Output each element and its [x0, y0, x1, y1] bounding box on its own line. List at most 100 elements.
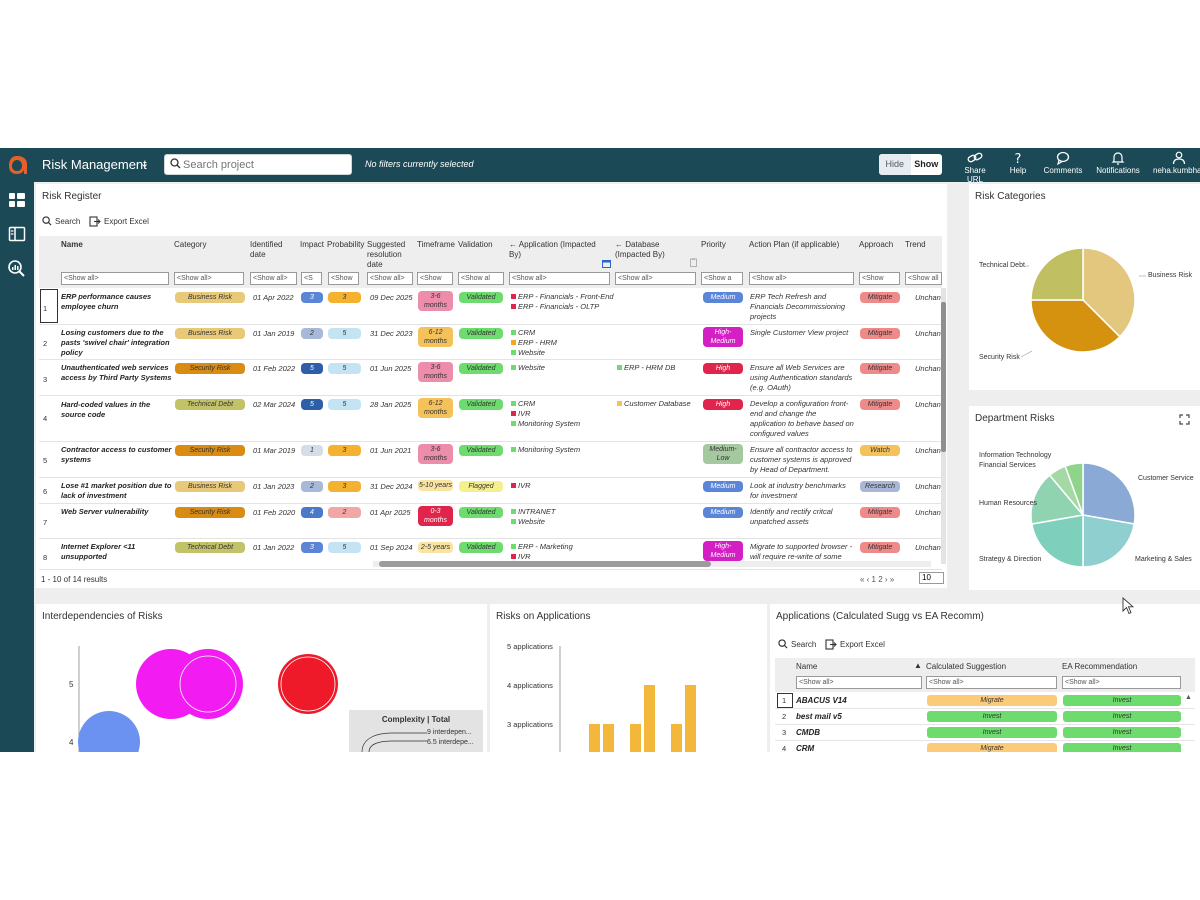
- col-header-approach[interactable]: Approach: [859, 240, 894, 249]
- application-item[interactable]: ERP - Financials - OLTP: [518, 302, 600, 311]
- filter-timeframe[interactable]: <Show: [417, 272, 453, 285]
- show-button[interactable]: Show: [914, 159, 939, 169]
- database-item[interactable]: Customer Database: [624, 399, 691, 408]
- application-item[interactable]: IVR: [518, 481, 531, 490]
- pie-slice-customer-service[interactable]: [1082, 462, 1136, 525]
- chevron-down-icon[interactable]: ⌄: [140, 158, 150, 170]
- application-item[interactable]: Website: [518, 517, 545, 526]
- application-item[interactable]: CRM: [518, 328, 536, 337]
- pie-slice-human-resources[interactable]: [1030, 474, 1085, 525]
- filter-validation[interactable]: <Show al: [458, 272, 504, 285]
- bubble[interactable]: [173, 649, 243, 719]
- bubble[interactable]: [278, 654, 338, 714]
- risk-name[interactable]: Web Server vulnerability: [61, 507, 149, 516]
- col-header-identified[interactable]: Identified date: [250, 240, 283, 259]
- filter-trend[interactable]: <Show all: [905, 272, 942, 285]
- application-item[interactable]: IVR: [518, 409, 531, 418]
- sort-asc-icon[interactable]: ▲: [914, 661, 922, 670]
- table-row[interactable]: 1 ABACUS V14 Migrate Invest: [775, 693, 1195, 709]
- risk-name[interactable]: Contractor access to customer systems: [61, 445, 172, 464]
- bubble[interactable]: [78, 711, 140, 752]
- bar[interactable]: [685, 685, 696, 752]
- app-logo-icon[interactable]: [6, 153, 28, 177]
- application-item[interactable]: ERP - HRM: [518, 338, 557, 347]
- col-header-impact[interactable]: Impact: [300, 240, 325, 249]
- app-name[interactable]: CRM: [796, 744, 815, 752]
- table-row[interactable]: 4 Hard-coded values in the source code T…: [39, 396, 942, 442]
- share-url-button[interactable]: Share URL: [956, 150, 994, 184]
- app-name[interactable]: best mail v5: [796, 712, 842, 721]
- risk-name[interactable]: Unauthenticated web services access by T…: [61, 363, 172, 382]
- application-item[interactable]: Monitoring System: [518, 419, 581, 428]
- col-header-name[interactable]: Name: [61, 240, 83, 249]
- user-menu-button[interactable]: neha.kumbha: [1153, 150, 1200, 180]
- risk-name[interactable]: Losing customers due to the pasts 'swive…: [61, 328, 170, 357]
- register-search-button[interactable]: Search: [42, 216, 80, 226]
- application-item[interactable]: Website: [518, 363, 545, 372]
- pie-slice-technical-debt[interactable]: [1030, 247, 1084, 301]
- table-row[interactable]: 5 Contractor access to customer systems …: [39, 442, 942, 478]
- pie-slice-marketing-sales[interactable]: [1082, 514, 1136, 568]
- filter-action-plan[interactable]: <Show all>: [749, 272, 854, 285]
- col-header-validation[interactable]: Validation: [458, 240, 493, 249]
- filter-application[interactable]: <Show all>: [509, 272, 610, 285]
- register-export-button[interactable]: Export Excel: [89, 216, 149, 227]
- apps-search-button[interactable]: Search: [778, 639, 816, 649]
- col-header-database[interactable]: ← Database (Impacted By): [615, 240, 665, 259]
- bar[interactable]: [630, 724, 641, 752]
- col-header-priority[interactable]: Priority: [701, 240, 726, 249]
- filter-probability[interactable]: <Show: [328, 272, 359, 285]
- bar[interactable]: [644, 685, 655, 752]
- table-row[interactable]: 3 Unauthenticated web services access by…: [39, 360, 942, 396]
- application-item[interactable]: Monitoring System: [518, 445, 581, 454]
- scrollbar-thumb[interactable]: [941, 302, 946, 452]
- col-header-timeframe[interactable]: Timeframe: [417, 240, 455, 249]
- database-item[interactable]: ERP - HRM DB: [624, 363, 676, 372]
- apps-export-button[interactable]: Export Excel: [825, 639, 885, 650]
- risk-name[interactable]: Lose #1 market position due to lack of i…: [61, 481, 172, 500]
- pie-slice-security-risk[interactable]: [1030, 299, 1121, 353]
- filter-name[interactable]: <Show all>: [796, 676, 922, 689]
- application-item[interactable]: ERP - Marketing: [518, 542, 573, 551]
- filter-approach[interactable]: <Show: [859, 272, 900, 285]
- filter-calc[interactable]: <Show all>: [926, 676, 1057, 689]
- bar[interactable]: [589, 724, 600, 752]
- panel-layout-icon[interactable]: [7, 225, 27, 243]
- comments-button[interactable]: Comments: [1043, 150, 1083, 180]
- col-header-ea[interactable]: EA Recommendation: [1062, 662, 1138, 671]
- application-item[interactable]: ERP - Financials - Front-End: [518, 292, 614, 301]
- help-button[interactable]: ? Help: [1006, 150, 1030, 180]
- col-header-name[interactable]: Name: [796, 662, 818, 671]
- table-row[interactable]: 3 CMDB Invest Invest: [775, 725, 1195, 741]
- hide-show-toggle[interactable]: Hide Show: [879, 154, 942, 175]
- app-name[interactable]: ABACUS V14: [796, 696, 847, 705]
- pie-slice-business-risk[interactable]: [1082, 247, 1136, 338]
- search-project-input[interactable]: [183, 157, 348, 173]
- col-header-probability[interactable]: Probability: [327, 240, 365, 249]
- application-item[interactable]: INTRANET: [518, 507, 556, 516]
- table-row[interactable]: 1 ERP performance causes employee churn …: [39, 288, 942, 325]
- search-project-box[interactable]: [164, 154, 352, 175]
- col-header-action-plan[interactable]: Action Plan (if applicable): [749, 240, 840, 249]
- app-title[interactable]: Risk Management: [42, 157, 147, 172]
- dashboard-icon[interactable]: [7, 191, 27, 209]
- table-row[interactable]: 4 CRM Migrate Invest: [775, 741, 1195, 752]
- application-item[interactable]: Website: [518, 348, 545, 357]
- application-item[interactable]: CRM: [518, 399, 536, 408]
- filter-category[interactable]: <Show all>: [174, 272, 244, 285]
- app-name[interactable]: CMDB: [796, 728, 820, 737]
- col-header-calc[interactable]: Calculated Suggestion: [926, 662, 1007, 671]
- risk-name[interactable]: Internet Explorer <11 unsupported: [61, 542, 136, 561]
- hide-button[interactable]: Hide: [879, 154, 911, 175]
- pie-slice-strategy-direction[interactable]: [1030, 514, 1084, 568]
- filter-priority[interactable]: <Show a: [701, 272, 743, 285]
- filter-ea[interactable]: <Show all>: [1062, 676, 1181, 689]
- bar[interactable]: [603, 724, 614, 752]
- col-header-application[interactable]: ← Application (Impacted By): [509, 240, 596, 259]
- pagination[interactable]: « ‹ 1 2 › »: [860, 575, 895, 584]
- col-header-trend[interactable]: Trend: [905, 240, 926, 249]
- analytics-search-icon[interactable]: [7, 259, 27, 277]
- horizontal-scrollbar[interactable]: [373, 561, 931, 567]
- application-item[interactable]: IVR: [518, 552, 531, 561]
- filter-database[interactable]: <Show all>: [615, 272, 696, 285]
